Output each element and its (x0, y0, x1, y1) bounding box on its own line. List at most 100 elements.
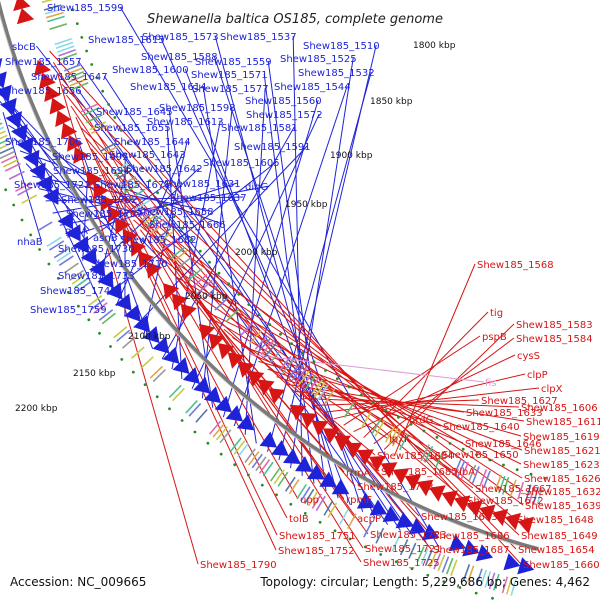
label-connector (233, 85, 348, 427)
inner-cog-strip (134, 199, 151, 211)
tick-label: 2050 kbp (185, 292, 228, 302)
label-connector (295, 390, 465, 413)
inner-cog-strip (297, 370, 311, 386)
reverse-gene-arrow (311, 420, 329, 437)
inner-cog-strip (536, 487, 543, 506)
forward-gene-arrow (5, 111, 23, 129)
label-connector (114, 189, 516, 520)
inner-dot (461, 447, 465, 451)
inner-cog-strip (187, 268, 203, 282)
forward-gene-arrow (133, 315, 151, 333)
forward-gene-arrow (36, 175, 53, 193)
forward-gene-label: Shew185_1537 (220, 32, 297, 43)
outer-cog-strip (488, 572, 496, 590)
outer-cog-strip (237, 443, 249, 458)
label-connector (19, 150, 223, 225)
outer-cog-strip (244, 448, 256, 463)
reverse-gene-label: Shew185_1660 (523, 560, 600, 571)
inner-cog-strip (471, 466, 480, 484)
forward-gene-arrow (97, 270, 114, 289)
reverse-gene-label: Shew185_1721 (365, 544, 442, 555)
topology-text: Topology: circular; Length: 5,229,686 bp… (259, 575, 590, 589)
outer-cog-strip (437, 554, 446, 572)
outer-cog-strip (270, 466, 282, 482)
outer-cog-strip (247, 451, 260, 466)
inner-cog-strip (82, 106, 100, 117)
inner-cog-strip (391, 429, 402, 447)
inner-dot (126, 141, 130, 145)
inner-cog-strip (55, 41, 74, 50)
label-connector (373, 337, 515, 445)
inner-dot (189, 238, 193, 242)
reverse-gene-label: Shew185_1611 (526, 417, 600, 428)
forward-gene-label: Shew185_1642 (126, 164, 203, 175)
outer-cog-strip (493, 573, 500, 591)
outer-cog-strip (131, 346, 145, 359)
outer-dot (410, 567, 414, 571)
inner-dot (529, 472, 533, 476)
label-connector (267, 71, 372, 452)
outer-dot (29, 233, 33, 237)
reverse-gene-arrow (479, 504, 496, 522)
reverse-gene-arrow (345, 442, 363, 459)
outer-dot (318, 520, 322, 524)
forward-gene-arrow (369, 499, 388, 516)
outer-cog-strip (87, 295, 103, 307)
tick-label: 2000 kbp (235, 248, 278, 258)
forward-gene-arrow (152, 336, 170, 354)
forward-gene-label: Shew185_1647 (31, 72, 108, 83)
gene-labels: Shew185_1599 sbcB Shew185_1657 Shew185_1647… (5, 3, 600, 571)
forward-gene-arrow (225, 405, 243, 422)
inner-cog-strip (150, 221, 167, 234)
inner-dot (75, 22, 79, 25)
forward-gene-arrow (307, 463, 325, 480)
forward-gene-label: Shew185_1656 (5, 86, 82, 97)
outer-cog-strip (467, 565, 475, 583)
outer-cog-strip (408, 542, 417, 559)
label-connector (202, 85, 257, 444)
forward-gene-label: Shew185_1532 (298, 68, 375, 79)
tick-label: 1800 kbp (413, 41, 456, 51)
outer-cog-strip (307, 491, 319, 507)
inner-cog-strip (517, 481, 525, 500)
other-gene-label: fis (485, 378, 497, 389)
inner-cog-strip (172, 249, 188, 263)
inner-cog-strip (343, 401, 355, 418)
tick-label: 1900 kbp (330, 151, 373, 161)
outer-dot (131, 370, 135, 374)
outer-dot (289, 502, 293, 506)
tick-label: 2100 kbp (128, 332, 171, 342)
reverse-gene-label: Shew185_1725 (363, 558, 440, 569)
reverse-gene-label: nrdG (409, 415, 433, 426)
outer-cog-strip (399, 539, 409, 556)
label-connector (191, 294, 380, 472)
inner-dot (95, 76, 99, 80)
genome-backbone (0, 0, 539, 552)
reverse-gene-arrow (93, 182, 109, 200)
inner-cog-strip (203, 285, 218, 299)
inner-cog-strip (460, 461, 470, 480)
forward-gene-label: Shew185_1615 (88, 35, 165, 46)
inner-cog-strip (85, 114, 103, 124)
inner-cog-strip (91, 124, 108, 135)
outer-cog-strip (327, 502, 338, 519)
forward-gene-label: Shew185_1605 (203, 158, 280, 169)
forward-gene-arrow (203, 386, 222, 404)
inner-cog-strip (307, 377, 320, 393)
forward-gene-arrow (331, 478, 350, 495)
reverse-gene-arrow (146, 261, 163, 279)
outer-cog-strip (480, 569, 487, 587)
outer-dot (87, 318, 91, 322)
inner-dot (488, 458, 492, 462)
tick-label: 2200 kbp (15, 404, 58, 414)
map-title: Shewanella baltica OS185, complete genom… (147, 12, 443, 27)
outer-cog-strip (215, 426, 229, 441)
reverse-gene-label: Shew185_1639 (525, 501, 600, 512)
forward-gene-label: Shew185_1571 (191, 70, 268, 81)
outer-cog-strip (0, 134, 8, 140)
forward-gene-label: Shew185_1657 (5, 57, 82, 68)
outer-cog-strip (510, 578, 517, 596)
forward-gene-label: Shew185_1682 (120, 235, 197, 246)
outer-cog-strip (323, 500, 334, 516)
forward-gene-arrow (162, 346, 180, 364)
